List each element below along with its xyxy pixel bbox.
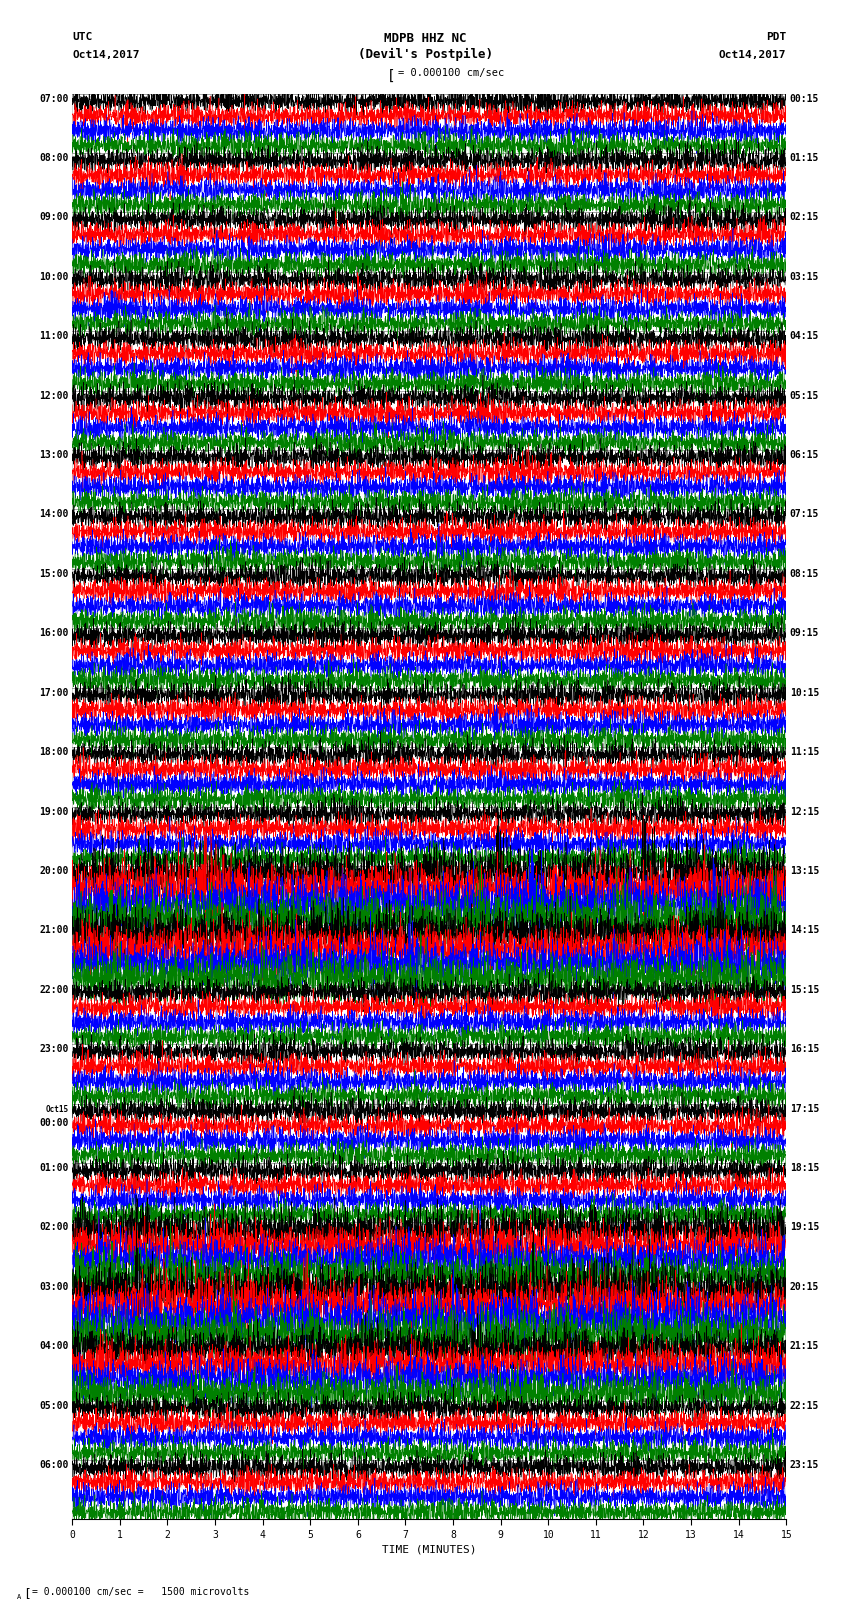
Text: 15:00: 15:00 <box>39 569 69 579</box>
Text: 15:15: 15:15 <box>790 984 819 995</box>
Text: A: A <box>17 1594 21 1600</box>
Text: 10:15: 10:15 <box>790 687 819 698</box>
Text: 03:15: 03:15 <box>790 273 819 282</box>
Text: Oct15: Oct15 <box>46 1105 69 1113</box>
Text: 21:15: 21:15 <box>790 1342 819 1352</box>
Text: 02:15: 02:15 <box>790 213 819 223</box>
X-axis label: TIME (MINUTES): TIME (MINUTES) <box>382 1544 477 1553</box>
Text: 14:00: 14:00 <box>39 510 69 519</box>
Text: 22:00: 22:00 <box>39 984 69 995</box>
Text: MDPB HHZ NC: MDPB HHZ NC <box>383 32 467 45</box>
Text: 16:15: 16:15 <box>790 1044 819 1055</box>
Text: 19:00: 19:00 <box>39 806 69 816</box>
Text: (Devil's Postpile): (Devil's Postpile) <box>358 48 492 61</box>
Text: 02:00: 02:00 <box>39 1223 69 1232</box>
Text: 06:00: 06:00 <box>39 1460 69 1469</box>
Text: [: [ <box>387 69 395 84</box>
Text: 23:00: 23:00 <box>39 1044 69 1055</box>
Text: 09:00: 09:00 <box>39 213 69 223</box>
Text: 05:00: 05:00 <box>39 1400 69 1411</box>
Text: UTC: UTC <box>72 32 93 42</box>
Text: 17:15: 17:15 <box>790 1103 819 1113</box>
Text: 09:15: 09:15 <box>790 629 819 639</box>
Text: PDT: PDT <box>766 32 786 42</box>
Text: [: [ <box>23 1587 31 1600</box>
Text: 13:00: 13:00 <box>39 450 69 460</box>
Text: 00:15: 00:15 <box>790 94 819 103</box>
Text: Oct14,2017: Oct14,2017 <box>72 50 139 60</box>
Text: 17:00: 17:00 <box>39 687 69 698</box>
Text: 20:00: 20:00 <box>39 866 69 876</box>
Text: 08:00: 08:00 <box>39 153 69 163</box>
Text: 08:15: 08:15 <box>790 569 819 579</box>
Text: = 0.000100 cm/sec: = 0.000100 cm/sec <box>398 68 504 77</box>
Text: 12:00: 12:00 <box>39 390 69 400</box>
Text: 00:00: 00:00 <box>39 1118 69 1129</box>
Text: 12:15: 12:15 <box>790 806 819 816</box>
Text: 14:15: 14:15 <box>790 926 819 936</box>
Text: 04:15: 04:15 <box>790 331 819 342</box>
Text: 03:00: 03:00 <box>39 1282 69 1292</box>
Text: 01:00: 01:00 <box>39 1163 69 1173</box>
Text: 07:00: 07:00 <box>39 94 69 103</box>
Text: 19:15: 19:15 <box>790 1223 819 1232</box>
Text: 21:00: 21:00 <box>39 926 69 936</box>
Text: 04:00: 04:00 <box>39 1342 69 1352</box>
Text: 20:15: 20:15 <box>790 1282 819 1292</box>
Text: 18:15: 18:15 <box>790 1163 819 1173</box>
Text: 16:00: 16:00 <box>39 629 69 639</box>
Text: 11:15: 11:15 <box>790 747 819 756</box>
Text: 22:15: 22:15 <box>790 1400 819 1411</box>
Text: 18:00: 18:00 <box>39 747 69 756</box>
Text: 01:15: 01:15 <box>790 153 819 163</box>
Text: 23:15: 23:15 <box>790 1460 819 1469</box>
Text: 10:00: 10:00 <box>39 273 69 282</box>
Text: 05:15: 05:15 <box>790 390 819 400</box>
Text: Oct14,2017: Oct14,2017 <box>719 50 786 60</box>
Text: 11:00: 11:00 <box>39 331 69 342</box>
Text: 06:15: 06:15 <box>790 450 819 460</box>
Text: = 0.000100 cm/sec =   1500 microvolts: = 0.000100 cm/sec = 1500 microvolts <box>32 1587 250 1597</box>
Text: 13:15: 13:15 <box>790 866 819 876</box>
Text: 07:15: 07:15 <box>790 510 819 519</box>
